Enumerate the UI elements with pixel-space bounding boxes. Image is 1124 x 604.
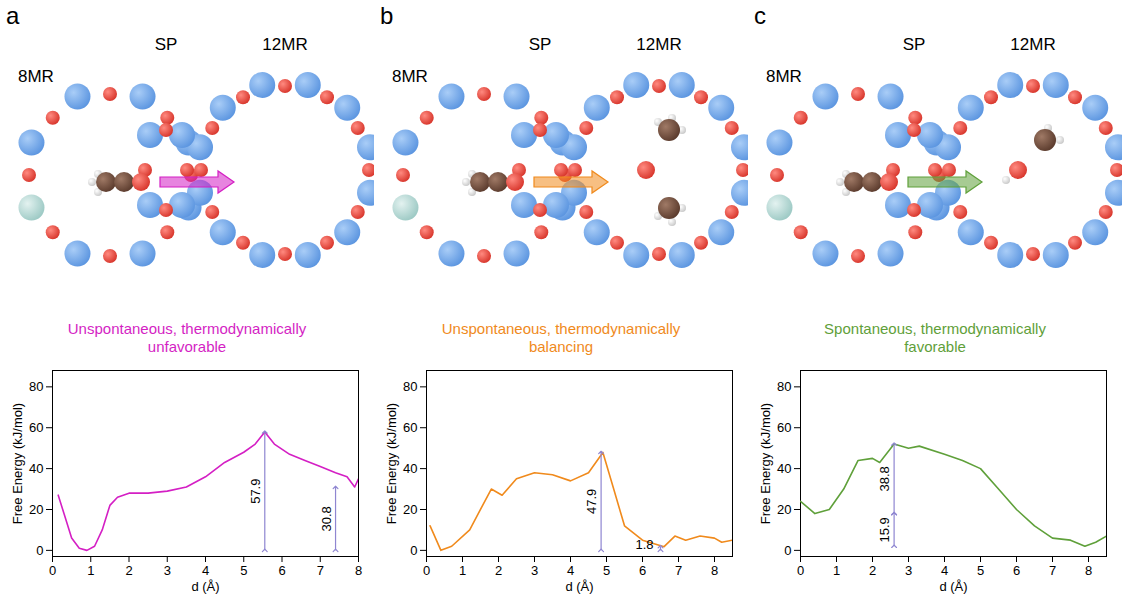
svg-text:d (Å): d (Å) — [939, 579, 967, 594]
svg-text:30.8: 30.8 — [319, 506, 334, 531]
svg-text:3: 3 — [905, 563, 912, 578]
svg-text:SP: SP — [155, 35, 178, 54]
svg-text:d (Å): d (Å) — [191, 579, 219, 594]
svg-text:15.9: 15.9 — [877, 517, 892, 542]
svg-text:7: 7 — [317, 563, 324, 578]
svg-text:12MR: 12MR — [636, 35, 681, 54]
svg-text:4: 4 — [567, 563, 574, 578]
svg-text:5: 5 — [977, 563, 984, 578]
svg-text:a: a — [6, 2, 20, 29]
svg-text:5: 5 — [603, 563, 610, 578]
svg-text:12MR: 12MR — [1010, 35, 1055, 54]
svg-text:Free Energy (kJ/mol): Free Energy (kJ/mol) — [10, 403, 25, 524]
html-text:Unspontaneous, thermodynamical: Unspontaneous, thermodynamically — [441, 320, 681, 337]
svg-text:2: 2 — [869, 563, 876, 578]
svg-text:0: 0 — [423, 563, 430, 578]
svg-text:8MR: 8MR — [766, 67, 802, 86]
svg-text:20: 20 — [777, 502, 791, 517]
svg-text:12MR: 12MR — [262, 35, 307, 54]
svg-text:20: 20 — [403, 502, 417, 517]
html-text:Spontaneous, thermodynamically: Spontaneous, thermodynamically — [824, 320, 1046, 337]
html-text:favorable: favorable — [904, 338, 966, 355]
html-text:balancing: balancing — [528, 338, 594, 355]
svg-text:0: 0 — [797, 563, 804, 578]
svg-text:6: 6 — [639, 563, 646, 578]
svg-text:2: 2 — [495, 563, 502, 578]
svg-text:1: 1 — [833, 563, 840, 578]
svg-text:8: 8 — [1085, 563, 1092, 578]
svg-text:7: 7 — [1049, 563, 1056, 578]
svg-text:8: 8 — [355, 563, 362, 578]
svg-text:2: 2 — [125, 563, 132, 578]
svg-text:0: 0 — [36, 543, 43, 558]
svg-text:8: 8 — [711, 563, 718, 578]
svg-text:4: 4 — [202, 563, 209, 578]
svg-text:40: 40 — [403, 461, 417, 476]
svg-text:3: 3 — [531, 563, 538, 578]
svg-text:40: 40 — [777, 461, 791, 476]
svg-text:60: 60 — [403, 420, 417, 435]
svg-text:60: 60 — [777, 420, 791, 435]
svg-text:80: 80 — [403, 379, 417, 394]
svg-text:1.8: 1.8 — [635, 537, 653, 552]
svg-text:57.9: 57.9 — [248, 479, 263, 504]
svg-text:40: 40 — [29, 461, 43, 476]
svg-text:7: 7 — [675, 563, 682, 578]
svg-text:c: c — [754, 2, 766, 29]
svg-text:3: 3 — [164, 563, 171, 578]
svg-text:Free Energy (kJ/mol): Free Energy (kJ/mol) — [758, 403, 773, 524]
svg-text:8MR: 8MR — [392, 67, 428, 86]
svg-text:SP: SP — [529, 35, 552, 54]
svg-text:0: 0 — [784, 543, 791, 558]
svg-text:20: 20 — [29, 502, 43, 517]
svg-text:1: 1 — [459, 563, 466, 578]
svg-text:38.8: 38.8 — [877, 466, 892, 491]
svg-text:6: 6 — [278, 563, 285, 578]
svg-text:0: 0 — [410, 543, 417, 558]
svg-text:8MR: 8MR — [18, 67, 54, 86]
svg-text:80: 80 — [777, 379, 791, 394]
svg-text:0: 0 — [49, 563, 56, 578]
svg-text:6: 6 — [1013, 563, 1020, 578]
svg-text:5: 5 — [240, 563, 247, 578]
svg-text:Free Energy (kJ/mol): Free Energy (kJ/mol) — [384, 403, 399, 524]
svg-text:47.9: 47.9 — [584, 489, 599, 514]
svg-text:60: 60 — [29, 420, 43, 435]
svg-text:d (Å): d (Å) — [565, 579, 593, 594]
svg-text:4: 4 — [941, 563, 948, 578]
svg-text:SP: SP — [903, 35, 926, 54]
svg-text:b: b — [380, 2, 393, 29]
html-text:Unspontaneous, thermodynamical: Unspontaneous, thermodynamically — [67, 320, 307, 337]
svg-text:80: 80 — [29, 379, 43, 394]
html-text:unfavorable: unfavorable — [147, 338, 227, 355]
svg-text:1: 1 — [87, 563, 94, 578]
